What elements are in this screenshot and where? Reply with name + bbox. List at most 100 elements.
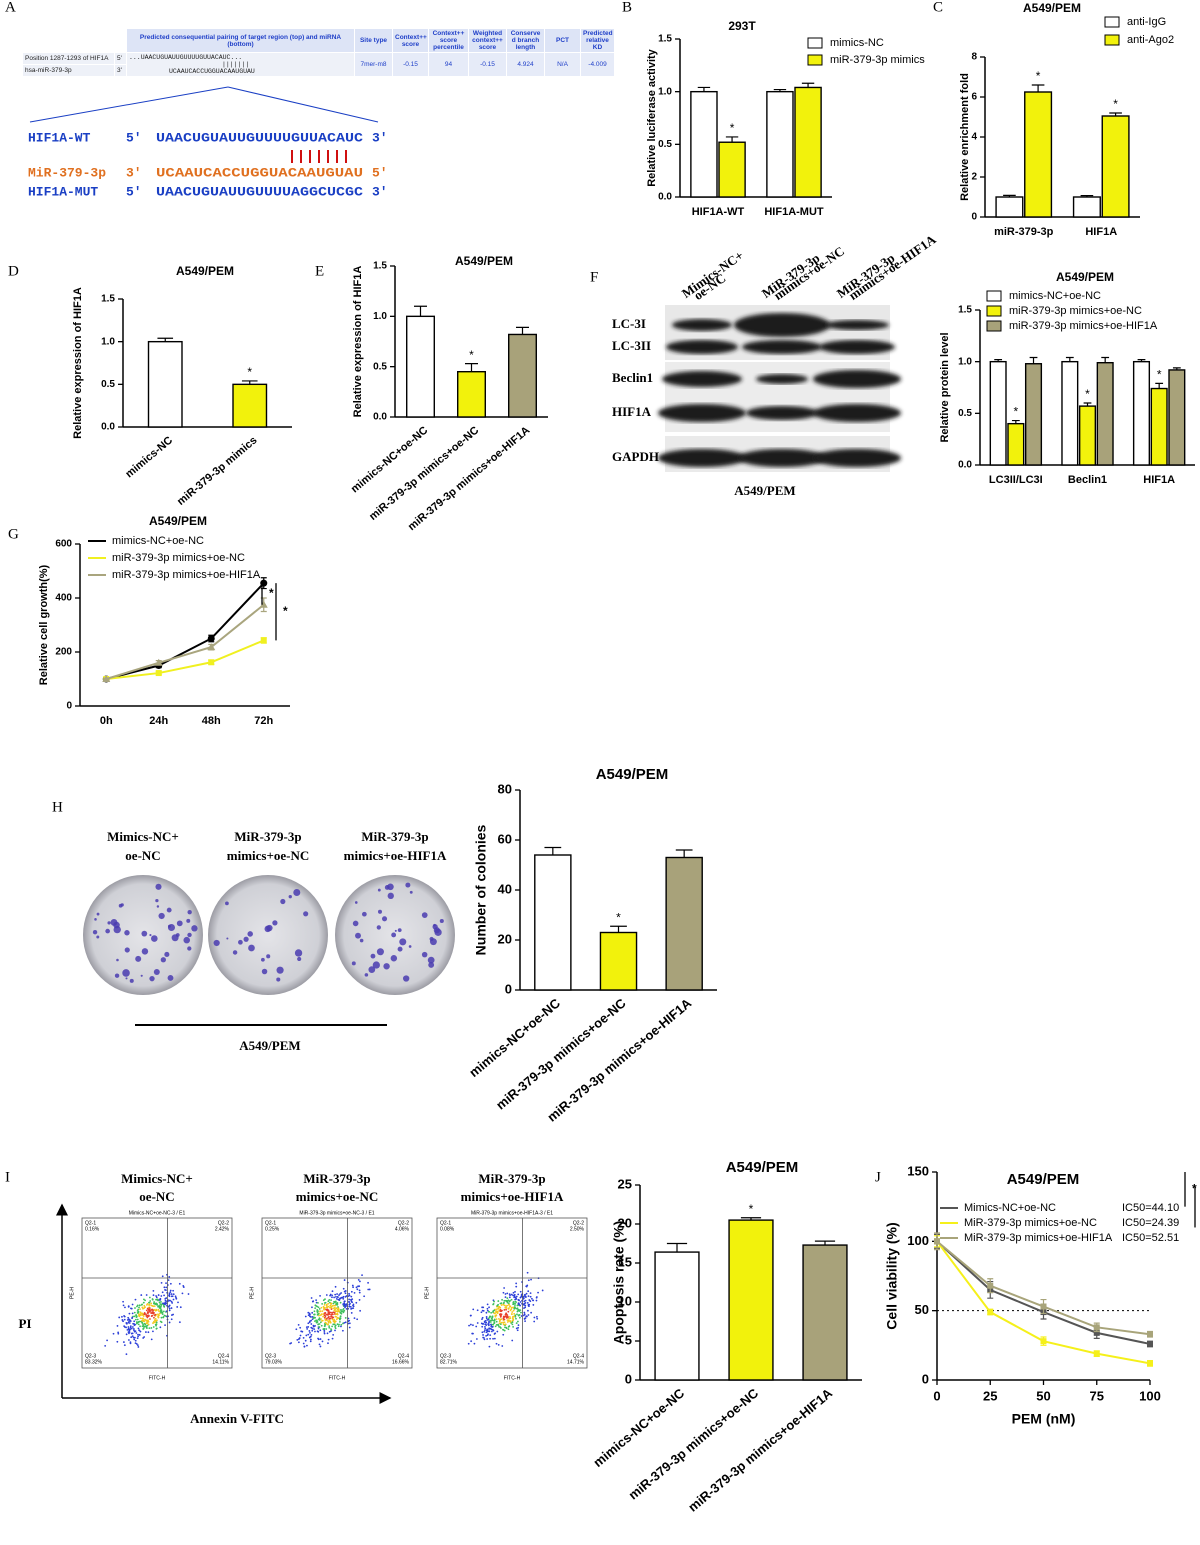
flow-event xyxy=(496,1330,499,1333)
flow-event xyxy=(519,1304,521,1307)
flow-event xyxy=(490,1325,493,1327)
flow-event xyxy=(340,1296,343,1299)
flow-event xyxy=(511,1311,514,1313)
flow-event xyxy=(147,1315,150,1318)
panel-label: C xyxy=(933,0,943,15)
flow-event xyxy=(505,1317,508,1319)
flow-event xyxy=(310,1323,313,1325)
flow-event xyxy=(504,1306,507,1309)
flow-event xyxy=(136,1305,138,1308)
flow-event xyxy=(524,1304,527,1307)
flow-event xyxy=(163,1314,166,1317)
flow-event xyxy=(304,1315,307,1318)
bar xyxy=(1168,369,1186,466)
flow-event xyxy=(511,1339,514,1342)
flow-header: MiR-379-3p mimics+oe-NC-3 / E1 xyxy=(299,1210,374,1216)
flow-event xyxy=(502,1318,505,1320)
colony xyxy=(399,938,407,946)
flow-event xyxy=(497,1324,500,1327)
point xyxy=(1093,1329,1100,1336)
header-cell: Site type xyxy=(354,28,393,53)
significance-label: * xyxy=(269,586,274,600)
flow-event xyxy=(316,1305,319,1308)
y-axis-title: Relative cell growth(%) xyxy=(38,564,50,685)
flow-event xyxy=(348,1322,351,1325)
flow-event xyxy=(334,1300,337,1303)
flow-event xyxy=(168,1307,171,1310)
flow-event xyxy=(488,1306,490,1309)
quadrant-name: Q2-2 xyxy=(398,1220,409,1226)
colony xyxy=(187,932,192,938)
flow-event xyxy=(333,1311,336,1314)
flow-event xyxy=(513,1294,516,1297)
flow-event xyxy=(523,1307,525,1310)
flow-event xyxy=(131,1316,134,1319)
flow-event xyxy=(513,1312,516,1315)
flow-event xyxy=(155,1327,158,1330)
plate-caption: A549/PEM xyxy=(239,1038,300,1053)
flow-event xyxy=(337,1317,340,1320)
blot-caption: A549/PEM xyxy=(734,483,795,498)
flow-event xyxy=(476,1322,479,1324)
flow-event xyxy=(481,1318,483,1321)
flow-event xyxy=(342,1307,345,1310)
bar xyxy=(1132,360,1151,466)
flow-event xyxy=(325,1318,328,1320)
flow-event xyxy=(508,1325,511,1327)
y-axis-title: Apoptosis rate (%) xyxy=(611,1221,627,1345)
colony xyxy=(140,974,143,977)
flow-event xyxy=(309,1340,312,1343)
flow-event xyxy=(361,1274,363,1276)
axis-title: PI xyxy=(19,1316,32,1331)
flow-event xyxy=(160,1305,162,1308)
flow-event xyxy=(317,1330,320,1333)
quadrant-value: 79.03% xyxy=(265,1359,283,1365)
colony xyxy=(387,883,394,891)
flow-event xyxy=(112,1332,115,1335)
x-tick-label: 0 xyxy=(933,1388,940,1403)
flow-event xyxy=(140,1294,143,1296)
flow-event xyxy=(331,1325,334,1328)
flow-event xyxy=(507,1328,510,1331)
flow-event xyxy=(135,1314,138,1317)
flow-event xyxy=(168,1295,171,1298)
flow-event xyxy=(524,1296,527,1298)
flow-event xyxy=(529,1292,532,1294)
flow-event xyxy=(514,1305,516,1307)
point xyxy=(155,670,162,677)
flow-event xyxy=(337,1298,340,1301)
flow-event xyxy=(517,1309,520,1312)
flow-event xyxy=(162,1316,165,1318)
significance-label: * xyxy=(283,604,288,618)
row-end: 5' xyxy=(114,52,127,65)
flow-event xyxy=(133,1315,136,1318)
flow-event xyxy=(512,1306,514,1309)
point xyxy=(260,637,267,644)
flow-event xyxy=(316,1321,319,1323)
flow-event xyxy=(508,1303,510,1306)
flow-event xyxy=(129,1325,132,1328)
flow-event xyxy=(297,1341,300,1344)
flow-event xyxy=(305,1326,308,1328)
flow-event xyxy=(137,1333,139,1336)
flow-event xyxy=(330,1306,333,1309)
flow-event xyxy=(313,1317,316,1319)
flow-event xyxy=(335,1296,337,1298)
flow-event xyxy=(138,1306,140,1309)
flow-event xyxy=(502,1321,505,1324)
flow-event xyxy=(348,1292,350,1295)
flow-event xyxy=(150,1338,153,1341)
colony xyxy=(248,944,255,952)
point xyxy=(207,643,216,651)
flow-event xyxy=(337,1325,340,1328)
flow-event xyxy=(330,1328,332,1330)
flow-event xyxy=(323,1302,326,1304)
flow-event xyxy=(476,1309,479,1312)
flow-event xyxy=(327,1302,330,1305)
flow-event xyxy=(317,1318,320,1321)
flow-event xyxy=(316,1310,319,1313)
flow-event xyxy=(159,1306,162,1309)
flow-event xyxy=(322,1315,325,1318)
flow-event xyxy=(289,1342,291,1345)
flow-event xyxy=(319,1338,322,1340)
